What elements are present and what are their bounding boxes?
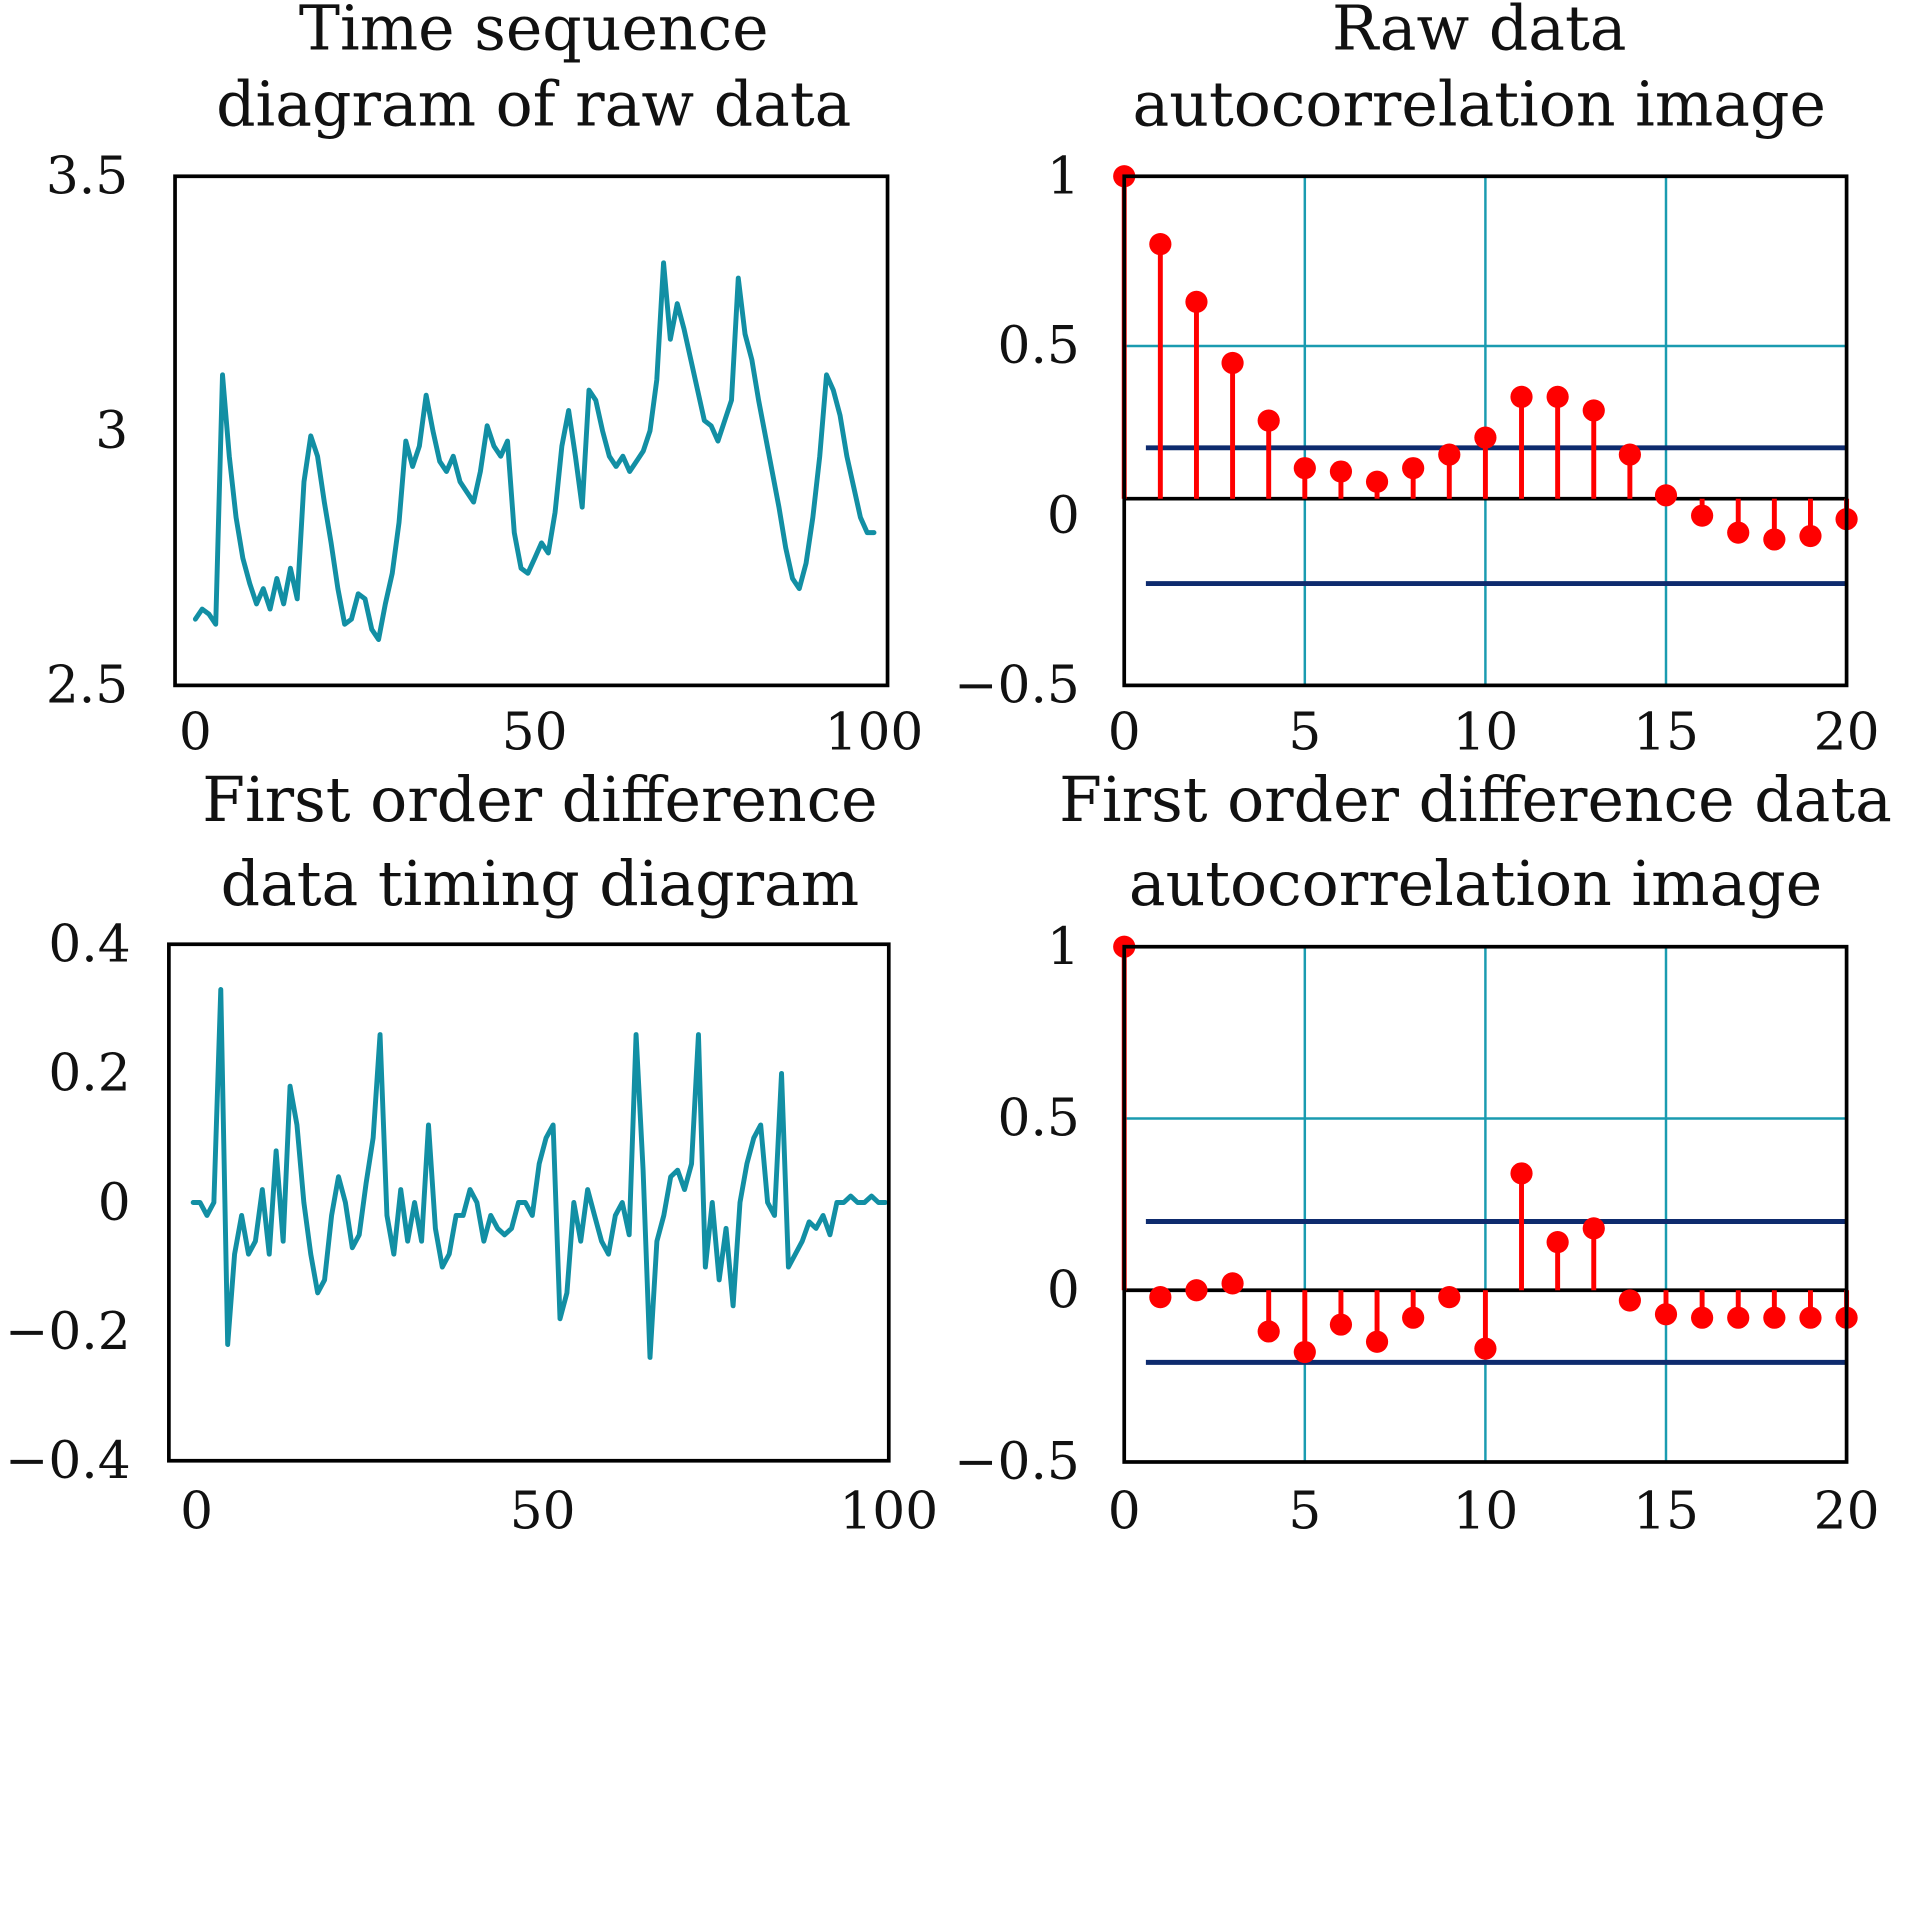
chart-title-line: autocorrelation image [1133, 69, 1826, 141]
chart-title-line: First order difference [202, 764, 877, 836]
stem-marker [1474, 426, 1497, 449]
x-tick-label: 0 [1108, 1482, 1141, 1542]
stem-marker [1438, 1286, 1461, 1309]
y-tick-label: 0 [1047, 486, 1080, 546]
stem-marker [1618, 443, 1641, 466]
stem-marker [1185, 1279, 1208, 1302]
y-tick-label: 0.2 [48, 1044, 130, 1104]
x-tick-label: 15 [1633, 1482, 1699, 1542]
y-tick-label: 1 [1047, 147, 1080, 207]
y-tick-label: −0.4 [5, 1431, 131, 1491]
stem-marker [1329, 460, 1353, 483]
x-tick-label: 5 [1288, 1482, 1321, 1542]
y-tick-label: −0.2 [5, 1302, 131, 1362]
stem-marker [1727, 521, 1750, 544]
chart-title-line: data timing diagram [221, 848, 860, 920]
x-tick-label: 10 [1452, 1482, 1518, 1542]
stem-marker [1149, 233, 1172, 256]
stem-marker [1474, 1337, 1497, 1360]
chart-title-line: Raw data [1332, 0, 1627, 64]
diff_acf-panel: First order difference data autocorrelati… [954, 764, 1892, 1542]
x-tick-label: 50 [510, 1482, 576, 1542]
y-tick-label: 3 [95, 401, 128, 461]
stem-marker [1691, 504, 1714, 527]
stem-marker [1149, 1286, 1172, 1309]
stem-marker [1654, 1303, 1678, 1326]
stem-marker [1438, 443, 1461, 466]
y-tick-label: 0.5 [998, 1089, 1080, 1149]
x-tick-label: 10 [1452, 702, 1518, 762]
axes-frame [1122, 944, 1849, 1464]
stem-marker [1185, 290, 1208, 313]
x-tick-label: 100 [825, 702, 924, 762]
chart-title-line: autocorrelation image [1129, 848, 1822, 920]
stem-marker [1293, 1340, 1316, 1364]
stem-marker [1257, 409, 1280, 432]
stem-marker [1546, 385, 1569, 408]
y-tick-label: 0 [1047, 1260, 1080, 1320]
stem-marker [1510, 385, 1533, 408]
chart-title-line: diagram of raw data [216, 69, 851, 141]
stem-marker [1221, 1272, 1244, 1295]
series-line-raw [192, 260, 877, 642]
stem-marker [1727, 1306, 1750, 1329]
diff_ts-panel: First order difference data timing diagra… [5, 764, 938, 1542]
stem-marker [1763, 528, 1786, 551]
y-tick-label: −0.5 [954, 656, 1080, 716]
y-tick-label: −0.5 [954, 1432, 1080, 1492]
x-tick-label: 50 [502, 702, 568, 762]
stem-marker [1654, 484, 1678, 507]
chart-title-line: First order difference data [1059, 764, 1892, 836]
stem-marker [1257, 1320, 1280, 1343]
stem-marker [1402, 457, 1425, 480]
stem-marker [1618, 1289, 1641, 1312]
y-tick-label: 1 [1047, 917, 1080, 977]
x-tick-label: 15 [1633, 702, 1699, 762]
stem-marker [1582, 1217, 1605, 1240]
x-tick-label: 0 [1108, 702, 1141, 762]
axes-frame [167, 942, 891, 1463]
x-tick-label: 100 [839, 1482, 938, 1542]
stem-marker [1691, 1306, 1714, 1329]
stem-marker [1365, 470, 1389, 493]
x-tick-label: 5 [1288, 702, 1321, 762]
y-tick-label: 0 [98, 1173, 131, 1233]
series-line-diff [190, 987, 888, 1360]
y-tick-label: 3.5 [46, 147, 128, 207]
stem-marker [1546, 1231, 1569, 1254]
y-tick-label: 0.4 [48, 915, 130, 975]
stem-marker [1799, 524, 1822, 548]
y-tick-label: 0.5 [998, 316, 1080, 376]
axes-frame [1122, 174, 1849, 688]
x-tick-label: 20 [1814, 1482, 1880, 1542]
stem-marker [1365, 1330, 1389, 1353]
stem-marker [1402, 1306, 1425, 1329]
x-tick-label: 0 [180, 1482, 213, 1542]
x-tick-label: 20 [1814, 702, 1880, 762]
stem-marker [1329, 1313, 1353, 1336]
y-tick-label: 2.5 [46, 656, 128, 716]
x-tick-label: 0 [179, 702, 212, 762]
stem-marker [1799, 1306, 1822, 1329]
stem-marker [1763, 1306, 1786, 1329]
axes-frame [173, 174, 890, 688]
stem-marker [1510, 1162, 1533, 1185]
stem-marker [1293, 457, 1316, 480]
chart-title-line: Time sequence [299, 0, 769, 64]
stem-marker [1221, 351, 1244, 375]
stem-marker [1582, 399, 1605, 422]
